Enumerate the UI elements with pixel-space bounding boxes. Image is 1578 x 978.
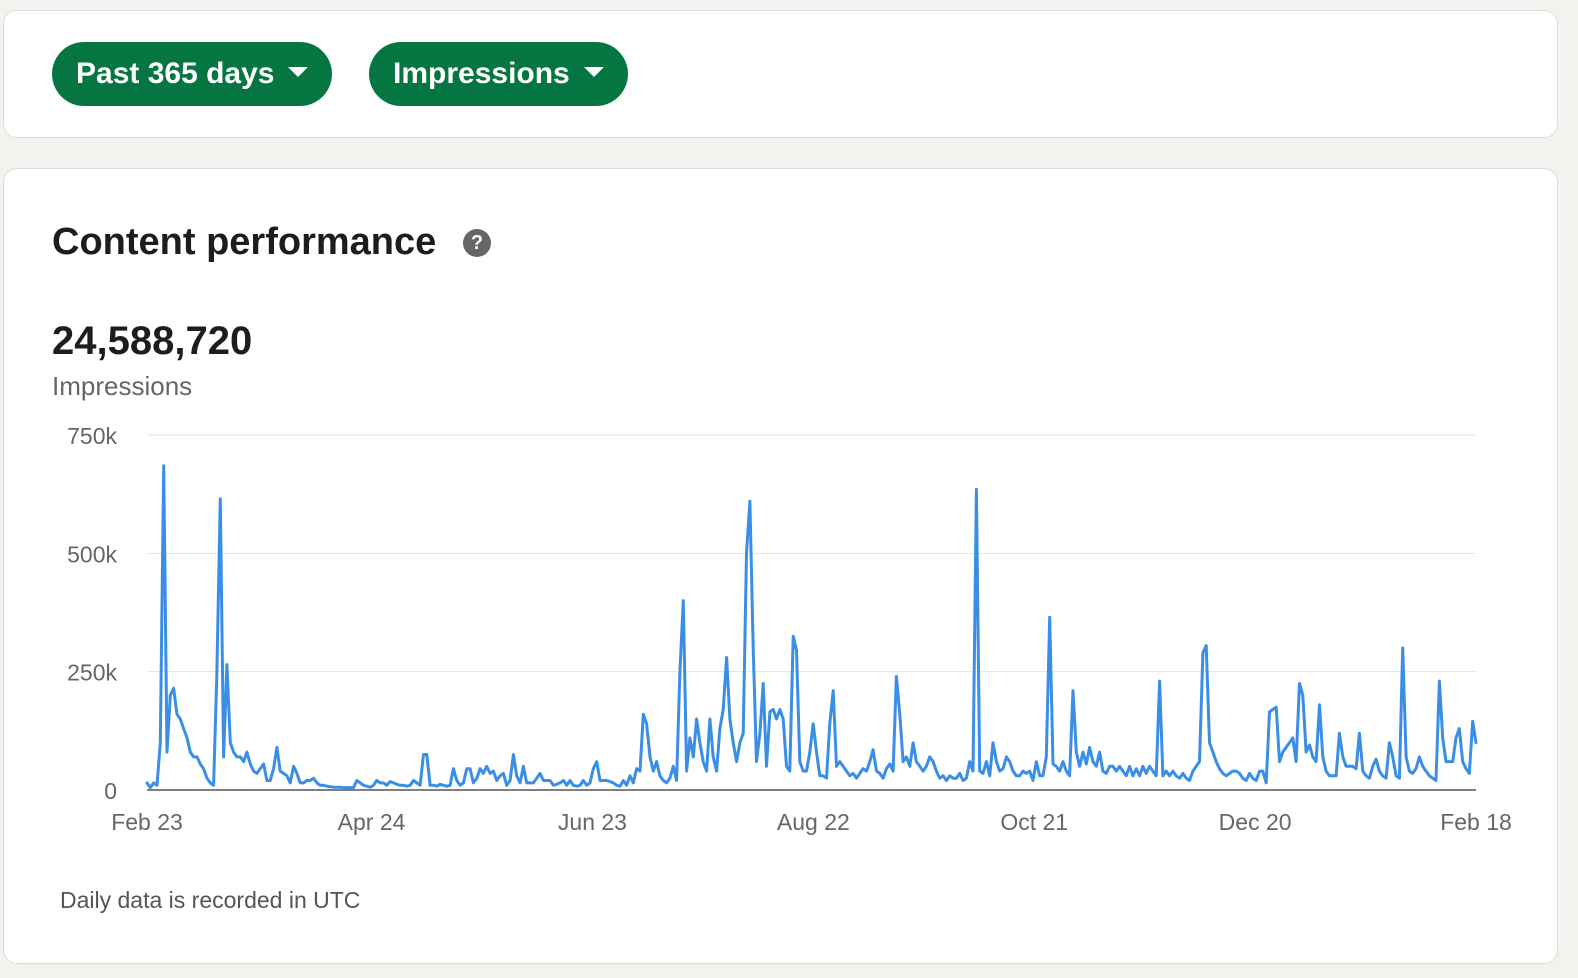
x-tick-label: Oct 21 xyxy=(1000,809,1068,835)
x-tick-label: Jun 23 xyxy=(558,809,627,835)
x-tick-label: Apr 24 xyxy=(338,809,406,835)
caret-down-icon xyxy=(288,67,309,78)
y-tick-label: 750k xyxy=(67,423,117,449)
card-title: Content performance xyxy=(52,221,437,263)
x-tick-label: Feb 23 xyxy=(111,809,183,835)
filter-bar: Past 365 days Impressions xyxy=(3,10,1558,138)
metric-dropdown[interactable]: Impressions xyxy=(369,42,628,106)
y-tick-label: 250k xyxy=(67,660,117,686)
y-tick-label: 500k xyxy=(67,541,117,567)
date-range-label: Past 365 days xyxy=(76,57,275,90)
impressions-series-line xyxy=(145,464,1478,790)
content-performance-card: Content performance ? 24,588,720 Impress… xyxy=(3,168,1558,964)
y-tick-label: 0 xyxy=(104,778,117,804)
question-circle-icon[interactable]: ? xyxy=(463,229,491,257)
metric-label: Impressions xyxy=(393,57,570,90)
x-tick-label: Dec 20 xyxy=(1219,809,1292,835)
impressions-line-chart: 0 250k 500k 750k Feb 23 Apr 24 Jun 23 Aug 22 Oc… xyxy=(67,423,1512,835)
utc-footnote: Daily data is recorded in UTC xyxy=(60,887,361,913)
x-tick-label: Feb 18 xyxy=(1440,809,1512,835)
date-range-dropdown[interactable]: Past 365 days xyxy=(52,42,333,106)
caret-down-icon xyxy=(583,67,604,78)
total-impressions-label: Impressions xyxy=(52,371,193,401)
x-tick-label: Aug 22 xyxy=(777,809,850,835)
total-impressions-value: 24,588,720 xyxy=(52,319,253,363)
